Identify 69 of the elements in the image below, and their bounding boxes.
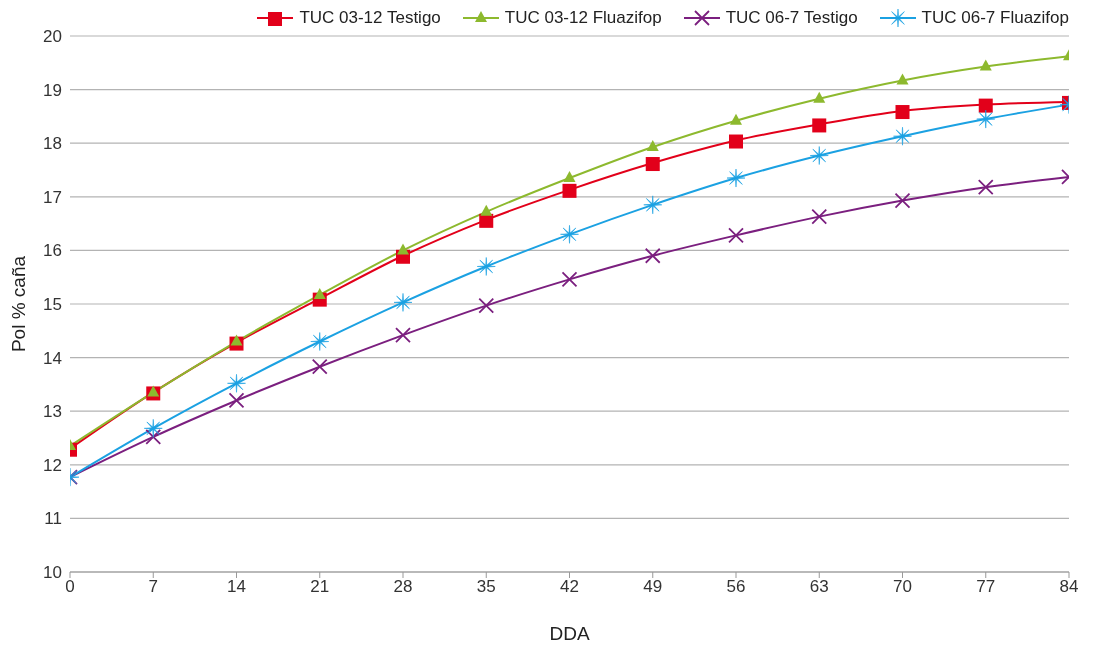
point [393,293,413,312]
point [893,126,912,146]
point [978,98,993,113]
legend-label: TUC 06-7 Fluazifop [921,8,1069,28]
x-tick-label: 0 [65,577,75,597]
point [643,195,663,215]
point [979,59,992,71]
point [560,225,579,244]
x-tick-label: 49 [643,577,663,597]
y-tick-label: 11 [44,509,62,529]
y-tick-label: 17 [43,187,62,207]
x-tick-label: 84 [1059,577,1079,597]
x-axis-title: DDA [549,623,590,644]
legend-label: TUC 03-12 Fluazifop [504,8,662,28]
legend-label: TUC 03-12 Testigo [299,8,441,28]
point [397,243,409,255]
y-tick-label: 15 [43,295,62,315]
point [894,192,911,209]
x-tick-label: 77 [976,577,996,597]
point [480,204,493,216]
x-tick-label: 56 [726,577,746,597]
point [476,257,496,276]
point [730,113,742,125]
point [809,146,829,165]
y-tick-label: 16 [43,241,62,261]
point [311,358,328,375]
y-tick-label: 18 [43,134,62,154]
point [812,118,827,133]
point [478,297,495,314]
x-tick-label: 70 [893,577,912,597]
x-tick-label: 14 [227,577,246,597]
legend-label: TUC 06-7 Testigo [725,8,858,28]
point [976,109,996,129]
point [895,105,910,120]
x-tick-label: 28 [393,577,413,597]
point [395,327,411,343]
point [143,419,163,438]
x-tick-label: 7 [148,577,158,597]
y-tick-label: 10 [43,563,62,583]
y-axis-title: Pol % caña [7,255,29,353]
point [729,134,743,149]
point [728,227,744,244]
point [896,73,909,85]
y-tick-label: 19 [43,80,62,100]
x-tick-label: 42 [560,577,579,597]
x-tick-label: 21 [310,577,330,597]
y-tick-label: 13 [43,402,62,422]
x-tick-label: 35 [476,577,496,597]
point [977,179,994,196]
point [726,168,746,188]
point [644,247,661,264]
y-tick-label: 12 [43,455,62,475]
y-tick-label: 14 [43,348,62,368]
point [227,374,246,393]
point [563,171,576,183]
point [561,271,578,288]
x-tick-label: 63 [809,577,829,597]
point [230,334,243,346]
point [811,208,828,225]
point [813,91,826,103]
point [313,287,326,299]
point [228,392,245,409]
point [645,157,660,172]
point [562,183,577,198]
point [310,332,330,351]
point [147,385,160,397]
y-tick-label: 20 [43,27,62,47]
point [646,139,659,151]
point [145,429,162,445]
